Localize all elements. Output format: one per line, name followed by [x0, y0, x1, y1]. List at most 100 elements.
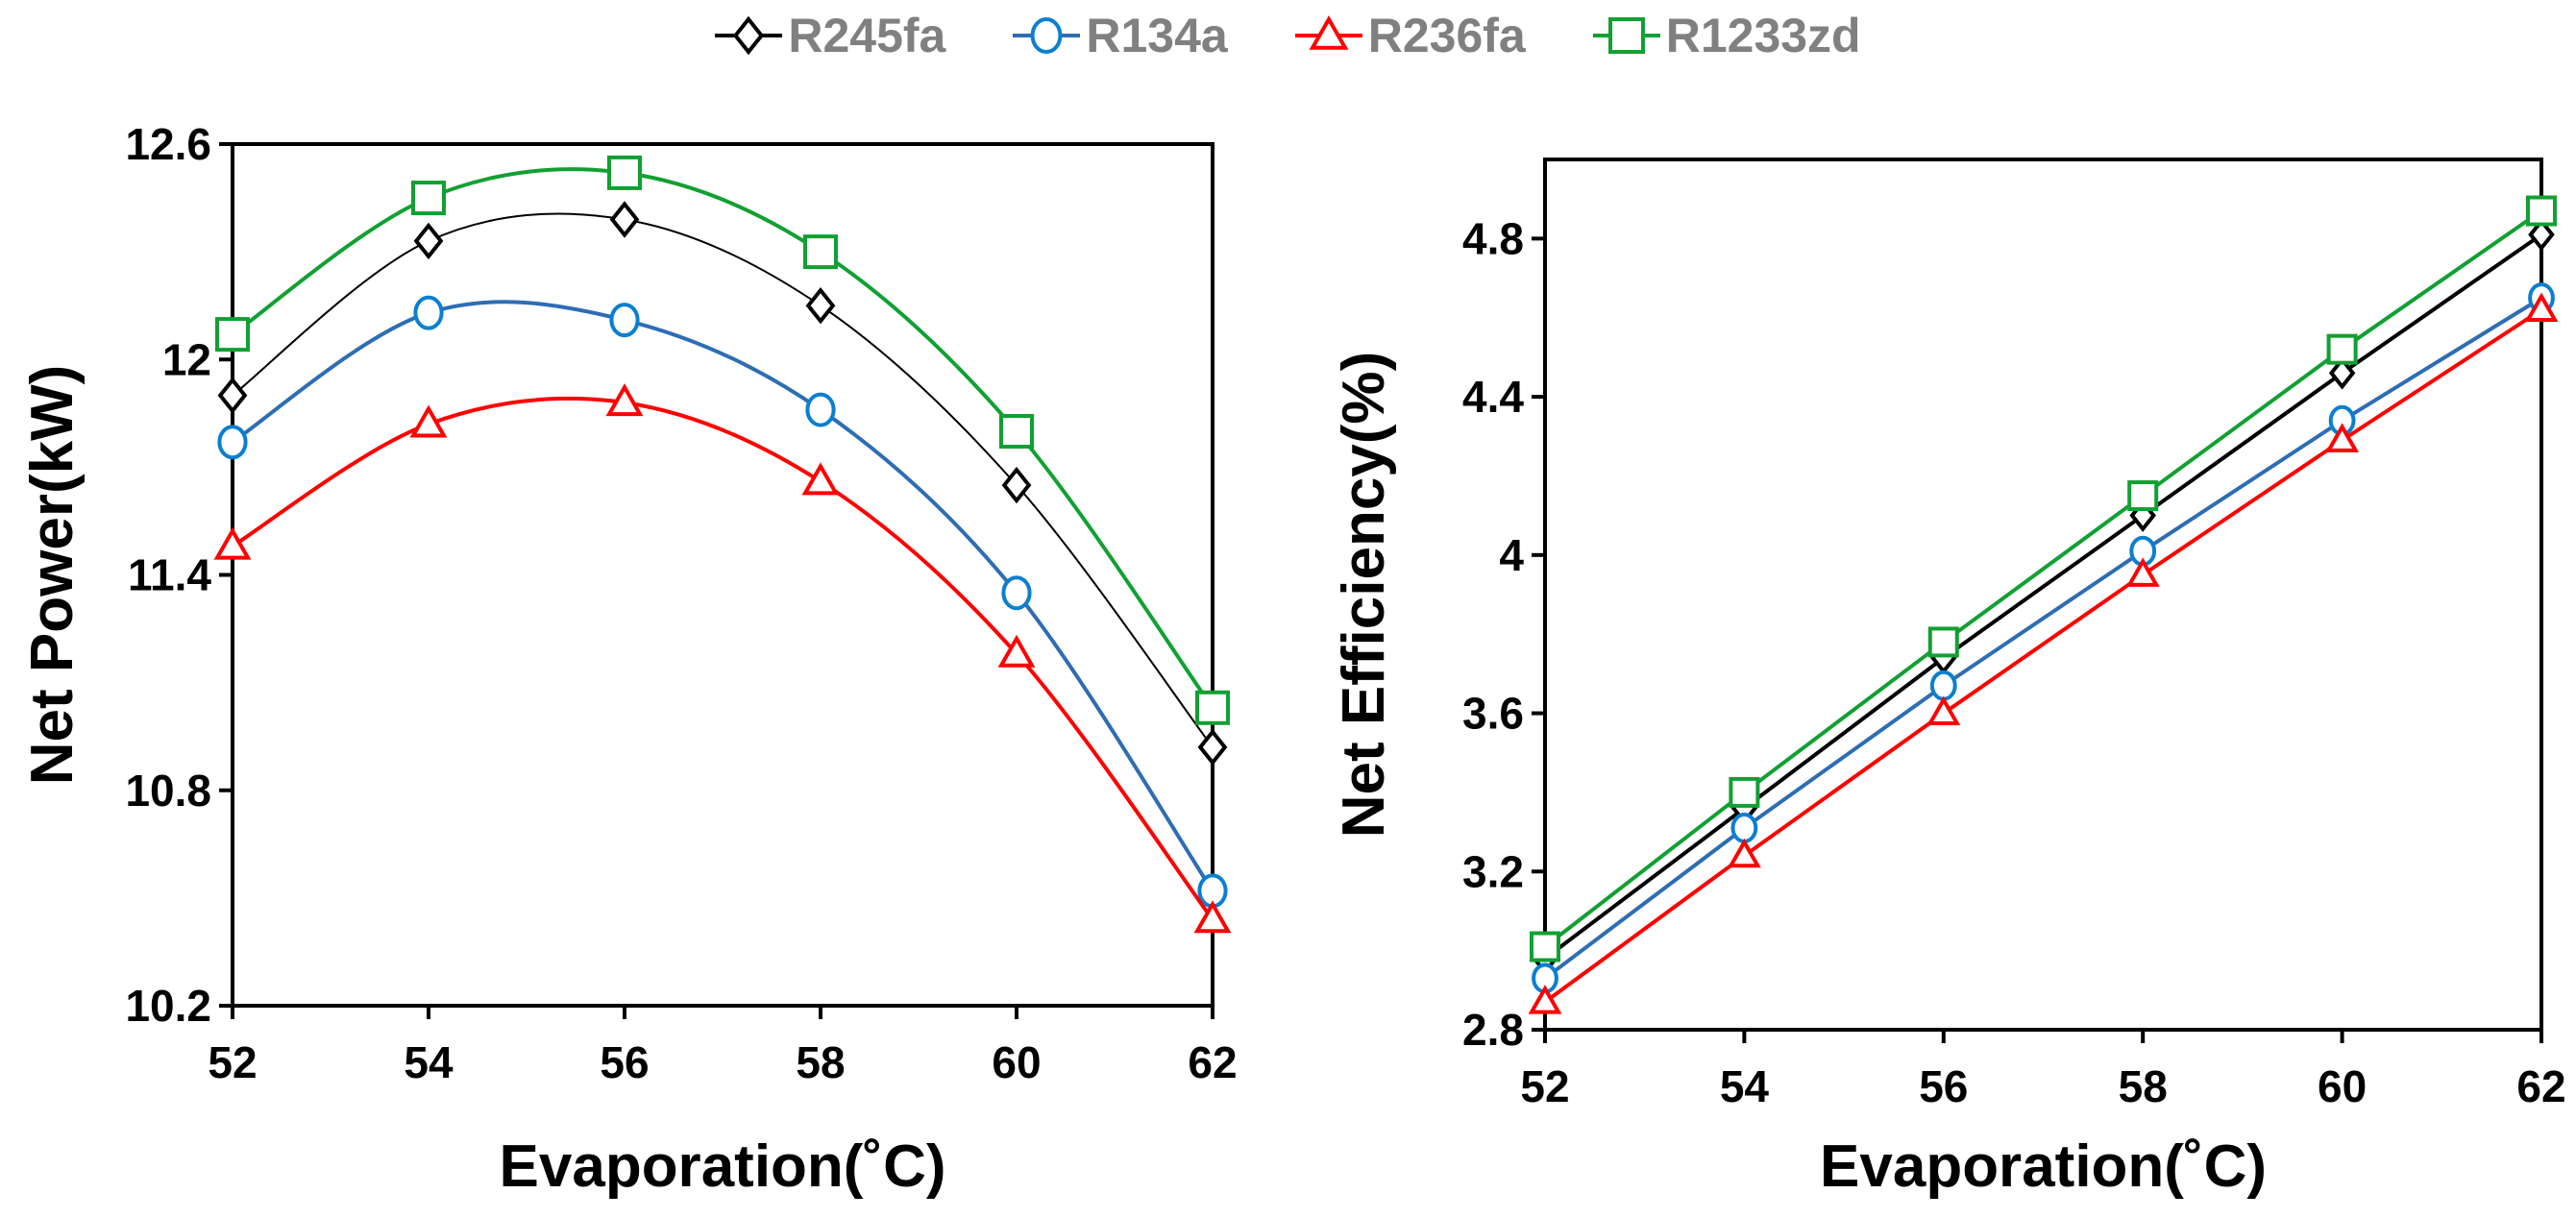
data-point	[2127, 480, 2159, 512]
legend-marker	[1607, 17, 1645, 54]
series-r1233zd	[1530, 195, 2557, 962]
y-tick-label: 4.4	[1462, 372, 1524, 422]
data-point	[1730, 812, 1758, 843]
series-r134a	[1532, 282, 2555, 994]
series-line	[231, 396, 1214, 921]
data-point	[1195, 690, 1230, 725]
x-axis-title: Evaporation(˚C)	[500, 1133, 946, 1200]
legend-item-r134a: R134a	[1013, 8, 1228, 63]
net-efficiency-chart: 2.8 3.2 3.6 4 4.4 4.8 52 54 56 58 60 62 Evaporation(…	[1331, 158, 2566, 1200]
data-point	[609, 303, 640, 338]
legend-label: R134a	[1086, 9, 1228, 62]
data-point	[2326, 333, 2358, 365]
data-point	[805, 286, 836, 325]
data-point	[801, 462, 840, 496]
x-axis-title: Evaporation(˚C)	[1820, 1133, 2267, 1200]
data-point	[1197, 728, 1228, 767]
x-tick-label: 62	[1188, 1037, 1237, 1087]
data-point	[1528, 985, 1562, 1014]
data-point	[2528, 218, 2555, 252]
x-tick-label: 62	[2516, 1061, 2565, 1111]
data-point	[215, 317, 250, 353]
series-line	[231, 167, 1214, 709]
data-point	[1530, 931, 1560, 962]
series-line	[1543, 307, 2543, 1004]
series-line	[1543, 232, 2543, 961]
y-tick-label: 3.6	[1462, 689, 1524, 739]
series-line	[1543, 296, 2543, 981]
data-point	[1926, 695, 1961, 726]
net-power-chart: 10.2 10.8 11.4 12 12.6 52 54 56 58 60 62 Evaporatio…	[19, 119, 1238, 1200]
y-tick-label: 10.2	[125, 981, 211, 1031]
chart-legend: R245fa R134a R236fa R1233zd	[0, 8, 2576, 63]
y-tick-label: 10.8	[125, 766, 211, 816]
data-point	[999, 414, 1034, 449]
y-tick-label: 12	[162, 334, 211, 384]
legend-item-r1233zd: R1233zd	[1592, 8, 1861, 63]
x-tick-label: 60	[2318, 1061, 2367, 1111]
data-point	[213, 526, 252, 560]
x-tick-label: 54	[1720, 1061, 1770, 1111]
data-point	[1001, 575, 1032, 611]
y-tick-label: 12.6	[125, 119, 211, 169]
data-point	[413, 295, 444, 330]
x-tick-label: 56	[1919, 1061, 1968, 1111]
legend-marker	[1309, 14, 1349, 50]
data-point	[2524, 292, 2559, 322]
data-point	[1727, 838, 1761, 868]
data-point	[411, 181, 446, 216]
y-tick-label: 11.4	[128, 550, 211, 600]
legend-item-r236fa: R236fa	[1294, 8, 1526, 63]
series-r245fa	[217, 201, 1228, 767]
series-line	[1543, 208, 2543, 949]
circle-marker-icon	[1013, 17, 1081, 54]
data-point	[1729, 776, 1760, 808]
data-point	[2125, 557, 2160, 587]
data-point	[805, 392, 836, 427]
data-point	[2325, 423, 2360, 452]
data-point	[607, 155, 642, 190]
data-point	[1001, 466, 1032, 504]
diamond-marker-icon	[715, 15, 783, 56]
data-point	[997, 634, 1036, 668]
legend-marker	[733, 15, 765, 56]
data-point	[413, 222, 444, 260]
y-tick-label: 4.8	[1462, 213, 1524, 263]
y-axis-title: Net Efficiency(%)	[1331, 352, 1397, 838]
legend-label: R236fa	[1367, 9, 1526, 62]
x-tick-label: 52	[208, 1037, 257, 1087]
plot-frame	[1543, 158, 2543, 1032]
data-point	[1929, 670, 1957, 701]
legend-label: R1233zd	[1665, 9, 1861, 62]
series-r134a	[217, 295, 1228, 909]
series-line	[231, 300, 1214, 892]
x-tick-label: 58	[796, 1037, 845, 1087]
data-point	[409, 404, 448, 438]
x-tick-label: 52	[1520, 1061, 1569, 1111]
x-tick-label: 56	[600, 1037, 649, 1087]
legend-marker	[1030, 17, 1063, 54]
y-axis-title: Net Power(kW)	[19, 365, 86, 785]
data-point	[609, 201, 640, 238]
series-r245fa	[1532, 218, 2555, 976]
data-point	[217, 377, 248, 414]
x-tick-label: 58	[2119, 1061, 2168, 1111]
plot-frame	[231, 142, 1214, 1008]
y-tick-label: 3.2	[1462, 846, 1524, 896]
data-point	[2328, 356, 2356, 390]
x-tick-label: 54	[404, 1037, 454, 1087]
data-point	[803, 234, 838, 270]
series-r236fa	[1528, 292, 2559, 1014]
data-point	[217, 425, 248, 460]
data-point	[1193, 900, 1232, 934]
square-marker-icon	[1592, 17, 1660, 54]
series-r236fa	[213, 383, 1232, 934]
y-tick-label: 2.8	[1462, 1005, 1524, 1055]
series-r1233zd	[215, 155, 1230, 725]
data-point	[605, 383, 644, 417]
triangle-marker-icon	[1294, 14, 1362, 50]
data-point	[2526, 195, 2557, 227]
x-tick-label: 60	[992, 1037, 1041, 1087]
series-line	[232, 212, 1214, 748]
